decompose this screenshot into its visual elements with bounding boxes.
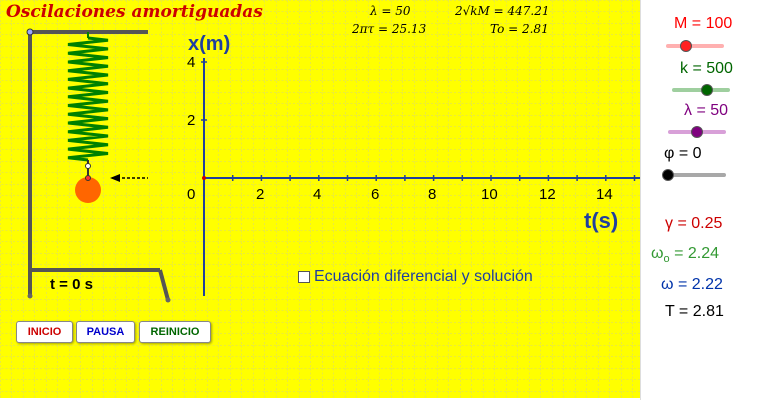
slider-phi-knob[interactable] xyxy=(662,169,674,181)
x-axis-label: t(s) xyxy=(584,208,619,233)
y-tick-label: 2 xyxy=(187,112,196,129)
y-axis-label: x(m) xyxy=(188,33,231,55)
stand-foot-left xyxy=(27,293,33,299)
mass-top-point xyxy=(85,175,91,181)
x-tick-label: 4 xyxy=(313,186,322,203)
omega-o-subscript: o xyxy=(663,253,670,265)
equation-checkbox[interactable] xyxy=(298,271,310,283)
formula-t-o: To = 2.81 xyxy=(490,22,549,36)
slider-k-label: k = 500 xyxy=(680,60,733,77)
time-readout: t = 0 s xyxy=(50,276,93,293)
side-panel xyxy=(640,0,760,400)
slider-m-label: M = 100 xyxy=(674,15,733,32)
omega-o-symbol: ω xyxy=(651,245,664,262)
equation-checkbox-label: Ecuación diferencial y solución xyxy=(314,268,533,285)
omega-o-number: = 2.24 xyxy=(669,245,719,262)
stand-pivot xyxy=(26,28,34,36)
omega-o-value: ωo = 2.24 xyxy=(651,245,719,265)
axis-ticks xyxy=(201,61,636,181)
period-value: T = 2.81 xyxy=(665,303,724,320)
x-tick-label: 10 xyxy=(481,186,498,203)
x-tick-label: 6 xyxy=(371,186,380,203)
slider-k-knob[interactable] xyxy=(700,84,713,96)
slider-m-track[interactable] xyxy=(666,44,724,48)
slider-phi-label: φ = 0 xyxy=(664,145,702,162)
formula-lambda: λ = 50 xyxy=(370,4,411,18)
slider-m-knob[interactable] xyxy=(680,40,693,52)
x-tick-label: 12 xyxy=(539,186,556,203)
simulation-canvas xyxy=(0,0,640,398)
slider-lambda-knob[interactable] xyxy=(691,126,703,138)
oscillating-mass[interactable] xyxy=(75,177,101,203)
omega-value: ω = 2.22 xyxy=(661,276,723,293)
gamma-value: γ = 0.25 xyxy=(665,215,723,232)
page-title: Oscilaciones amortiguadas xyxy=(6,2,263,22)
spring-attach-point xyxy=(85,163,91,169)
slider-phi-track[interactable] xyxy=(668,173,726,177)
y-tick-label: 4 xyxy=(187,54,196,71)
stand-foot-right xyxy=(165,297,171,303)
pause-button[interactable]: PAUSA xyxy=(76,321,135,343)
reset-button[interactable]: REINICIO xyxy=(139,321,211,343)
y-tick-label: 0 xyxy=(187,186,196,203)
formula-two-pi-tau: 2πτ = 25.13 xyxy=(352,22,427,36)
formula-sqrt-km: 2√kM = 447.21 xyxy=(455,4,550,18)
origin-point xyxy=(202,176,206,180)
x-tick-label: 8 xyxy=(428,186,437,203)
equation-checkbox-row[interactable]: Ecuación diferencial y solución xyxy=(298,268,533,286)
position-arrow xyxy=(110,174,148,182)
start-button[interactable]: INICIO xyxy=(16,321,73,343)
x-tick-label: 2 xyxy=(256,186,265,203)
slider-lambda-label: λ = 50 xyxy=(684,102,729,119)
x-tick-label: 14 xyxy=(596,186,613,203)
